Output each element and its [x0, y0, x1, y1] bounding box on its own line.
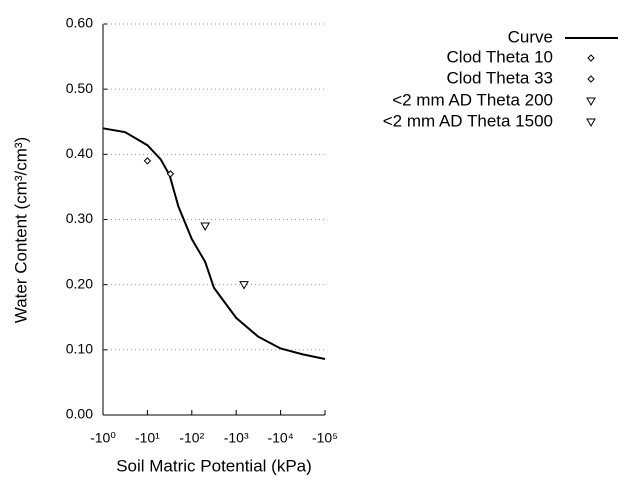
x-tick-label: -10² — [179, 430, 204, 446]
point — [239, 281, 249, 290]
y-tick-label: 0.30 — [66, 210, 93, 226]
x-tick-label: -10³ — [224, 430, 249, 446]
x-tick-label: -10⁴ — [267, 430, 293, 446]
legend-swatch — [586, 118, 596, 128]
y-tick-label: 0.10 — [66, 341, 93, 357]
y-tick-label: 0.60 — [66, 15, 93, 31]
y-tick-label: 0.50 — [66, 80, 93, 96]
x-tick-label: -10⁵ — [312, 430, 338, 446]
y-tick-label: 0.00 — [66, 406, 93, 422]
legend-label: <2 mm AD Theta 1500 — [383, 111, 553, 130]
point — [143, 157, 152, 165]
legend-swatch — [586, 97, 596, 107]
x-tick-label: -10¹ — [135, 430, 160, 446]
legend-label: <2 mm AD Theta 200 — [392, 90, 553, 109]
legend-swatch — [587, 75, 595, 83]
point — [166, 170, 175, 178]
x-axis-label: Soil Matric Potential (kPa) — [116, 456, 312, 475]
legend-label: Curve — [508, 27, 553, 46]
x-tick-label: -10⁰ — [90, 430, 116, 446]
y-axis-label: Water Content (cm³/cm³) — [11, 137, 30, 323]
legend-swatch — [587, 54, 595, 62]
point — [200, 222, 211, 232]
curve — [102, 127, 326, 360]
legend-label: Clod Theta 33 — [447, 68, 553, 87]
legend-label: Clod Theta 10 — [447, 47, 553, 66]
y-tick-label: 0.20 — [66, 275, 93, 291]
y-tick-label: 0.40 — [66, 145, 93, 161]
